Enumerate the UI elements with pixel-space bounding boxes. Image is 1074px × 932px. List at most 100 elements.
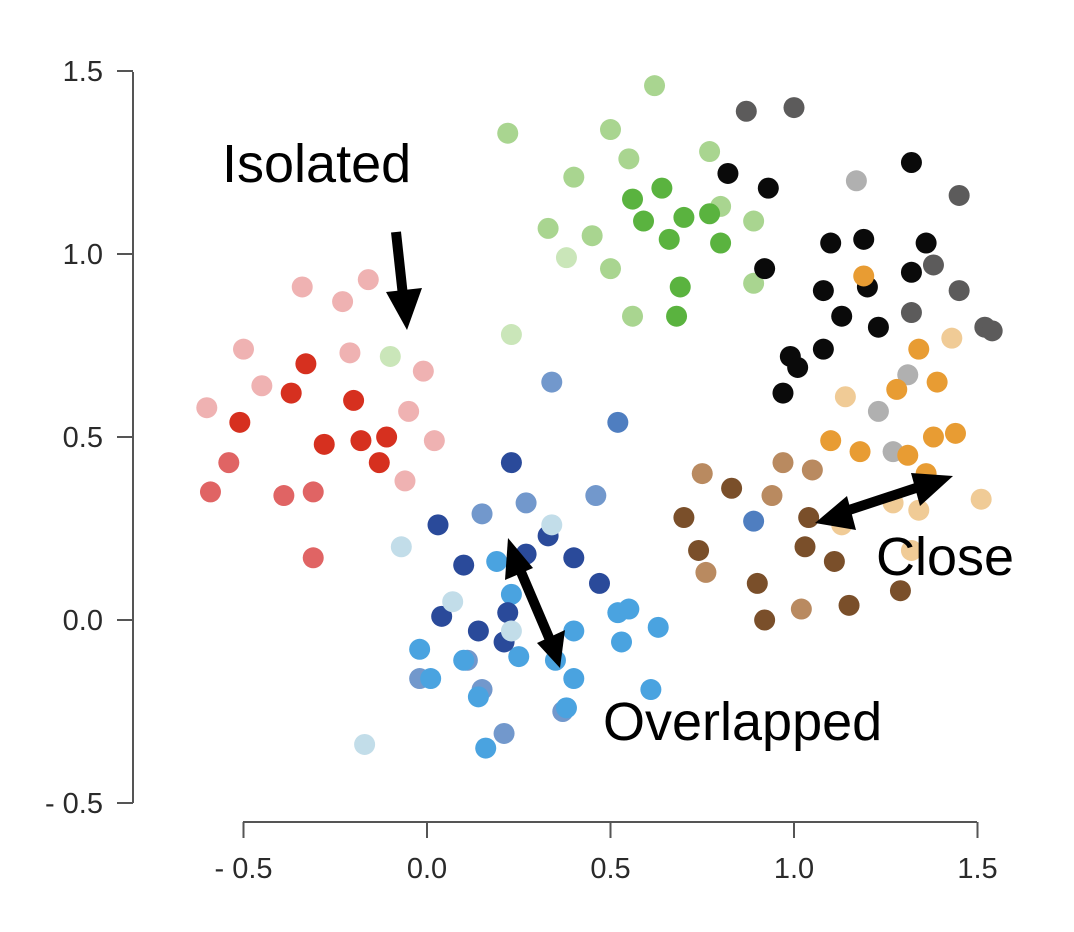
data-point [611,631,633,653]
data-point [453,554,475,576]
data-point [853,265,875,287]
data-point [794,536,816,558]
data-point [555,247,577,269]
data-point [787,356,809,378]
data-point [339,342,361,364]
data-point [908,338,930,360]
annotation-close: Close [876,527,1014,587]
data-point [497,122,519,144]
data-point [581,225,603,247]
data-point [500,620,522,642]
y-tick-label: 1.0 [63,239,103,271]
data-point [761,485,783,507]
data-point [699,203,721,225]
data-point [420,668,442,690]
data-point [922,254,944,276]
data-point [783,97,805,119]
data-point [743,272,765,294]
data-point [500,324,522,346]
series-orange-light [831,327,992,561]
data-point [196,397,218,419]
data-point [754,609,776,631]
data-point [633,210,655,232]
data-point [820,232,842,254]
data-point [820,430,842,452]
series-red-light [196,269,445,492]
data-point [908,499,930,521]
annotations: Isolated Overlapped Close [222,134,1014,752]
data-point [332,291,354,313]
data-point [699,141,721,163]
data-point [831,305,853,327]
series-blue-medium [607,411,765,532]
data-point [475,737,497,759]
data-point [743,210,765,232]
data-point [313,433,335,455]
data-point [607,411,629,433]
data-point [717,162,739,184]
data-point [508,646,530,668]
data-point [743,510,765,532]
y-tick-label: 1.5 [63,56,103,88]
x-tick-label: 1.5 [957,853,997,885]
data-point [555,697,577,719]
data-point [398,400,420,422]
data-point [390,536,412,558]
data-point [412,360,434,382]
data-point [845,170,867,192]
data-point [233,338,254,360]
data-point [754,258,776,280]
data-point [853,228,875,250]
data-point [812,338,834,360]
data-point [541,371,563,393]
series-green-pale [379,247,577,367]
data-point [467,686,489,708]
data-point [618,598,640,620]
data-point [900,261,922,283]
series-black [717,152,937,404]
data-point [600,258,621,280]
series-blue-light [409,550,669,759]
data-point [647,616,669,638]
data-point [500,452,522,474]
data-point [834,386,856,408]
data-point [746,572,768,594]
data-point [537,217,559,239]
data-point [710,232,732,254]
data-point [497,602,519,624]
series-green-light [497,75,765,327]
data-point [515,492,537,514]
x-tick-label: 0.0 [407,853,447,885]
data-point [302,547,324,569]
series-blue-pale [354,514,563,755]
double-arrow-close-icon [815,473,953,530]
annotation-overlapped: Overlapped [603,692,882,752]
y-tick-label: 0.5 [63,422,103,454]
data-point [486,550,508,572]
data-point [427,514,449,536]
data-point [618,148,640,170]
series-green-medium [622,177,732,327]
series-gray-dark [735,97,1003,342]
data-point [563,668,585,690]
data-point [900,152,922,173]
data-point [669,276,691,298]
y-tick-label: 0.0 [63,605,103,637]
data-point [467,620,489,642]
series-red-medium [199,452,324,569]
series-red-dark [229,353,398,474]
data-point [897,364,919,386]
data-point [900,302,922,324]
y-tick-label: - 0.5 [45,788,103,820]
data-point [721,477,743,499]
data-point [280,382,302,404]
data-point [812,280,834,302]
data-point [644,75,666,97]
data-point [251,375,273,397]
data-point [622,305,644,327]
data-point [379,345,401,367]
data-point [838,594,860,616]
data-point [354,733,376,755]
data-point [666,305,688,327]
